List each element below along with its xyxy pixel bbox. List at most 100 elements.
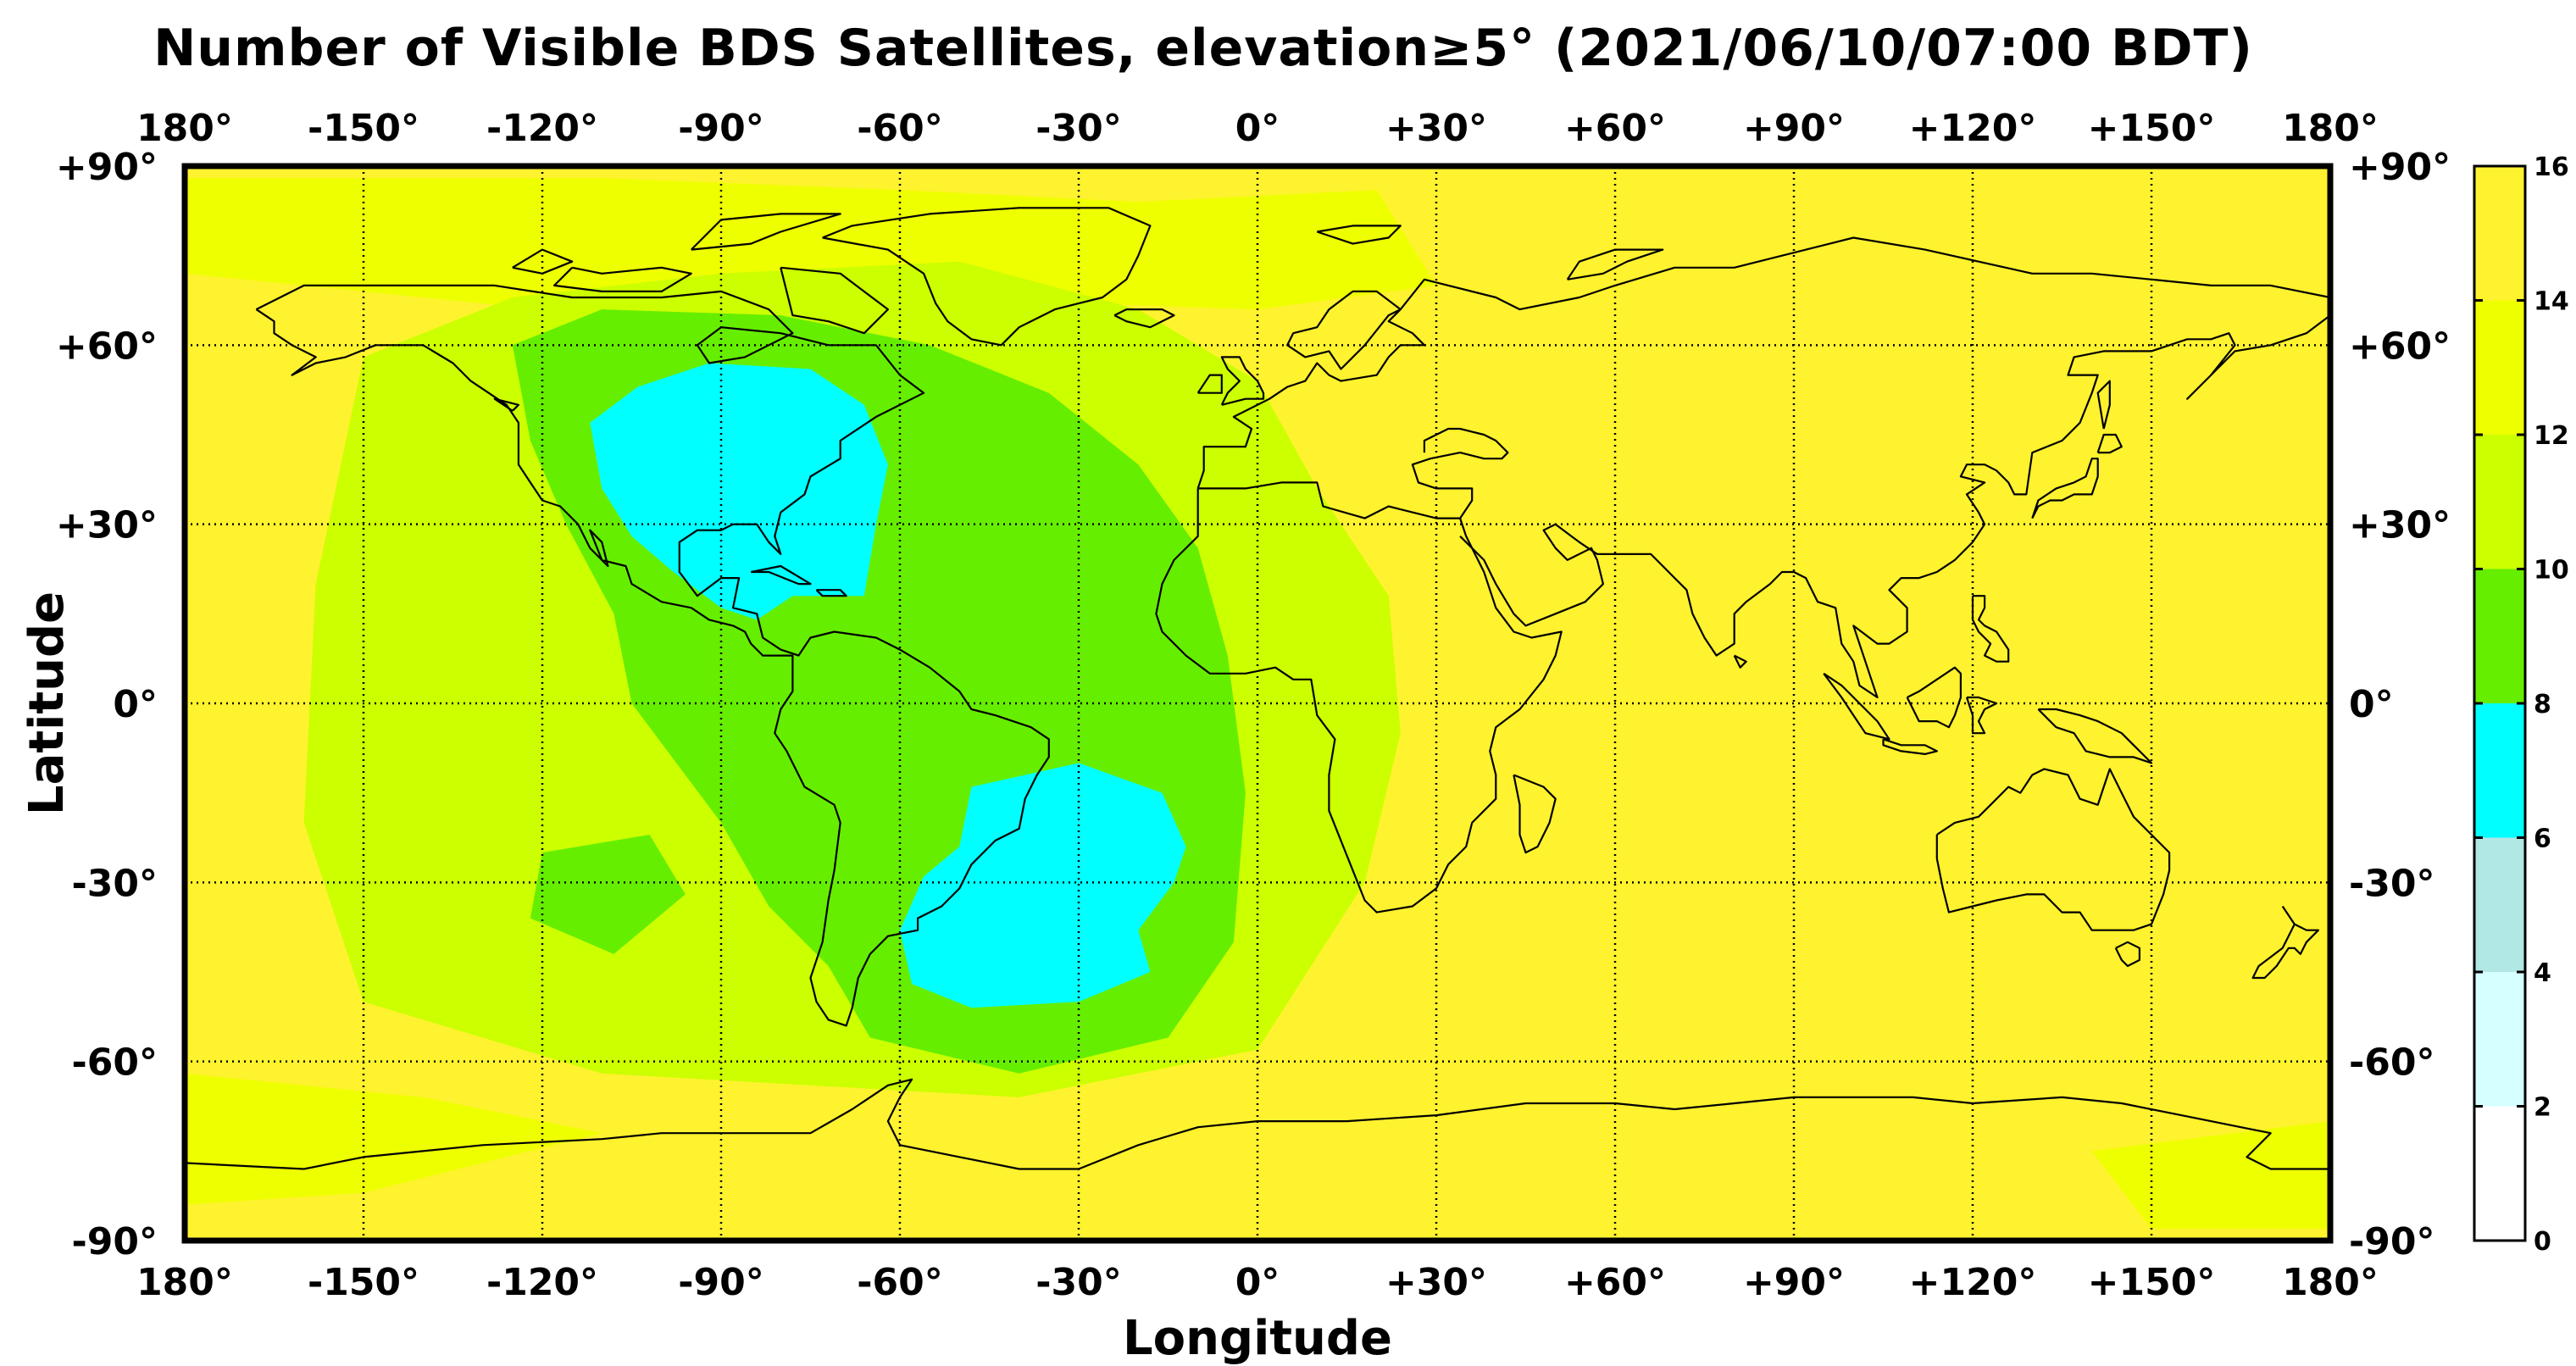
x-tick-label-top: -150° (308, 107, 419, 150)
x-tick-label-top: 180° (2282, 107, 2379, 150)
y-tick-label-left: -60° (72, 1041, 158, 1085)
colorbar-tick-label: 0 (2534, 1227, 2551, 1257)
x-tick-label-bottom: +150° (2088, 1261, 2216, 1304)
coastline (1113, 308, 1175, 329)
colorbar-band (2474, 166, 2525, 301)
colorbar-tick-label: 16 (2534, 153, 2569, 182)
coastline (1935, 768, 2171, 931)
map-frame (181, 163, 2334, 1244)
coastline (255, 284, 1050, 1027)
coastline (493, 397, 520, 412)
x-tick-label-top: +30° (1385, 107, 1487, 150)
y-tick-label-right: -90° (2349, 1220, 2435, 1263)
colorbar-band (2474, 569, 2525, 703)
coastline (1459, 314, 2330, 699)
region-south-pacific-patch (530, 835, 686, 954)
coastline (1513, 774, 1557, 854)
colorbar-tick-label: 10 (2534, 556, 2569, 586)
coastline (1823, 672, 1890, 741)
colorbar-band (2474, 1106, 2525, 1241)
colorbar-tick-label: 12 (2534, 421, 2569, 451)
colorbar-tick-label: 8 (2534, 690, 2551, 719)
y-tick-label-right: 0° (2349, 683, 2394, 726)
x-tick-label-top: -90° (678, 107, 764, 150)
coastline (1566, 248, 1664, 280)
coastline (2096, 380, 2111, 430)
x-tick-label-bottom: 180° (2282, 1261, 2379, 1304)
colorbar-tick-label: 2 (2534, 1093, 2551, 1123)
x-tick-labels-bottom: 180° -150° -120° -90° -60° -30° 0° +30° +60° +90°… (136, 1261, 2379, 1304)
y-tick-label-left: -90° (72, 1220, 158, 1263)
coastline (1220, 356, 1265, 406)
y-tick-labels-right: +90° +60° +30° 0° -30° -60° -90° (2349, 146, 2451, 1263)
colorbar-tick-label: 14 (2534, 287, 2569, 317)
region-north-america-blue (590, 363, 888, 620)
colorbar: 0 2 4 6 8 10 12 14 16 (2473, 153, 2569, 1257)
colorbar-band (2474, 703, 2525, 838)
colorbar-tick-label: 6 (2534, 825, 2551, 854)
grid-layer (185, 166, 2330, 1241)
coastline (2251, 905, 2319, 980)
colorbar-band (2474, 972, 2525, 1107)
coastline (1971, 595, 2010, 663)
coastline (2031, 458, 2099, 519)
x-tick-label-bottom: +30° (1385, 1261, 1487, 1304)
region-antarctic-patch-east (2091, 1121, 2330, 1229)
coastline (2037, 708, 2153, 764)
coastline (1196, 236, 2330, 489)
coastline (815, 589, 847, 597)
x-tick-label-top: -60° (857, 107, 943, 150)
x-tick-label-top: 0° (1235, 107, 1280, 150)
x-tick-label-bottom: -150° (308, 1261, 419, 1304)
x-axis-label: Longitude (1123, 1311, 1392, 1366)
y-tick-label-left: +60° (56, 325, 158, 368)
coastline (1316, 225, 1402, 245)
y-tick-label-right: -60° (2349, 1041, 2435, 1085)
x-tick-label-bottom: 0° (1235, 1261, 1280, 1304)
map-area (181, 163, 2334, 1244)
colorbar-tick-label: 4 (2534, 958, 2551, 988)
coastline (1411, 427, 1509, 519)
x-tick-label-bottom: +90° (1743, 1261, 1845, 1304)
region-antarctic-patch-west (185, 1073, 602, 1205)
region-north-polar-band (185, 178, 1436, 310)
y-tick-label-right: -30° (2349, 862, 2435, 905)
y-tick-labels-left: +90° +60° +30° 0° -30° -60° -90° (56, 146, 158, 1263)
coastline (1196, 374, 1223, 394)
coastline (1882, 738, 1938, 756)
coastline (2096, 433, 2123, 454)
x-tick-label-top: +120° (1909, 107, 2037, 150)
region-south-atlantic-blue (900, 763, 1186, 1008)
y-tick-label-left: -30° (72, 862, 158, 905)
x-tick-label-top: +150° (2088, 107, 2216, 150)
y-tick-label-left: 0° (113, 683, 158, 726)
coastline (552, 266, 692, 292)
coastline (780, 266, 890, 335)
x-tick-label-bottom: -90° (678, 1261, 764, 1304)
x-tick-label-bottom: +60° (1564, 1261, 1666, 1304)
x-tick-label-top: +90° (1743, 107, 1845, 150)
region-layer (185, 178, 2330, 1229)
x-tick-label-top: +60° (1564, 107, 1666, 150)
x-tick-label-top: -120° (486, 107, 598, 150)
x-tick-label-bottom: 180° (136, 1261, 233, 1304)
colorbar-band (2474, 837, 2525, 972)
colorbar-band (2474, 435, 2525, 569)
map-title: Number of Visible BDS Satellites, elevat… (153, 19, 2253, 78)
coastline (512, 248, 574, 275)
x-tick-label-bottom: +120° (1909, 1261, 2037, 1304)
x-tick-label-bottom: -120° (486, 1261, 598, 1304)
coastline (1906, 666, 1962, 729)
x-tick-labels-top: 180° -150° -120° -90° -60° -30° 0° +30° +60° +90°… (136, 107, 2379, 150)
coastline (2114, 941, 2140, 968)
y-tick-label-right: +30° (2349, 504, 2451, 547)
y-tick-label-left: +90° (56, 146, 158, 189)
colorbar-band (2474, 300, 2525, 435)
y-tick-label-right: +60° (2349, 325, 2451, 368)
coastline (1965, 696, 1998, 735)
x-tick-label-bottom: -60° (857, 1261, 943, 1304)
y-axis-label: Latitude (19, 591, 75, 815)
coastline (750, 564, 812, 586)
